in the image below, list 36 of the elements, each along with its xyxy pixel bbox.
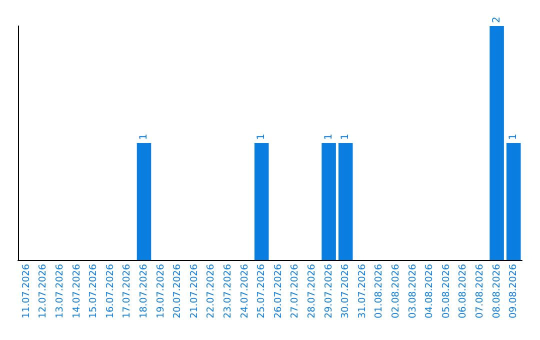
x-tick-label: 16.07.2026	[104, 264, 116, 318]
x-tick-label: 25.07.2026	[256, 264, 268, 318]
x-tick-label: 17.07.2026	[122, 264, 133, 318]
x-tick-label: 31.07.2026	[356, 264, 368, 318]
x-tick-label: 07.08.2026	[474, 264, 486, 318]
x-tick-label: 04.08.2026	[424, 264, 436, 318]
x-tick-label: 08.08.2026	[491, 264, 502, 318]
x-tick-label: 01.08.2026	[374, 264, 385, 318]
x-tick-label: 29.07.2026	[323, 264, 334, 318]
data-label: 1	[138, 134, 150, 140]
data-label: 1	[256, 134, 268, 140]
x-tick-label: 23.07.2026	[222, 264, 234, 318]
x-tick-label: 03.08.2026	[407, 264, 418, 318]
data-label: 1	[340, 134, 352, 140]
x-tick-label: 20.07.2026	[172, 264, 184, 318]
x-tick-label: 30.07.2026	[340, 264, 352, 318]
x-tick-label: 12.07.2026	[38, 264, 49, 318]
x-tick-label: 28.07.2026	[306, 264, 318, 318]
x-tick-label: 27.07.2026	[290, 264, 301, 318]
x-tick-label: 09.08.2026	[508, 264, 520, 318]
x-tick-label: 22.07.2026	[206, 264, 217, 318]
x-tick-label: 06.08.2026	[458, 264, 469, 318]
x-tick-label: 13.07.2026	[54, 264, 66, 318]
x-tick-label: 15.07.2026	[88, 264, 100, 318]
data-label: 1	[508, 134, 520, 140]
x-tick-label: 24.07.2026	[239, 264, 250, 318]
x-tick-label: 14.07.2026	[71, 264, 82, 318]
x-tick-label: 21.07.2026	[188, 264, 200, 318]
x-tick-label: 11.07.2026	[20, 264, 32, 318]
x-tick-label: 05.08.2026	[440, 264, 452, 318]
x-tick-label: 26.07.2026	[272, 264, 284, 318]
x-tick-label: 02.08.2026	[390, 264, 402, 318]
data-label: 1	[323, 134, 334, 140]
data-label: 2	[491, 16, 502, 23]
x-tick-label: 18.07.2026	[138, 264, 150, 318]
x-tick-label: 19.07.2026	[155, 264, 166, 318]
